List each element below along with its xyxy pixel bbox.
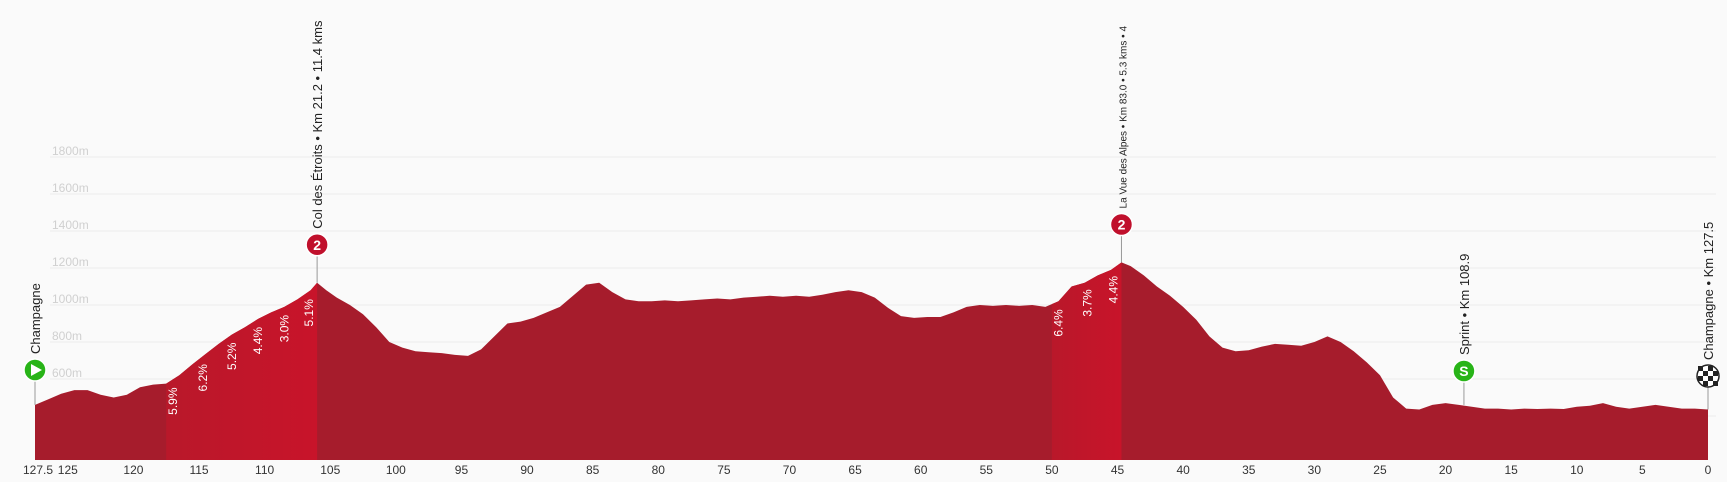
- marker-label: Col des Étroits • Km 21.2 • 11.4 kms: [310, 20, 325, 229]
- x-tick-label: 95: [455, 463, 469, 477]
- x-tick-label: 10: [1570, 463, 1584, 477]
- climb-badge-label: 2: [313, 237, 321, 253]
- y-tick-label: 800m: [52, 329, 82, 343]
- x-tick-label: 100: [386, 463, 406, 477]
- finish-flag-check: [1713, 371, 1718, 376]
- climb-badge: [305, 233, 329, 257]
- gradient-label: 4.4%: [251, 327, 265, 355]
- x-tick-label: 70: [783, 463, 797, 477]
- profile-markers: Champagne 2 Col des Étroits • Km 21.2 • 11…: [23, 20, 1720, 410]
- gradient-label: 5.9%: [166, 387, 180, 415]
- x-tick-label: 40: [1176, 463, 1190, 477]
- play-icon: [31, 364, 42, 376]
- finish-flag-check: [1703, 381, 1708, 386]
- finish-flag-check: [1708, 366, 1713, 371]
- x-tick-label: 55: [980, 463, 994, 477]
- x-tick-label: 25: [1373, 463, 1387, 477]
- marker-label: La Vue des Alpes • Km 83.0 • 5.3 kms • 4: [1119, 26, 1130, 209]
- x-axis-ticks: 127.5 125 120 115 110 105 100 95 90 85 80 75 70 65 60 5…: [23, 463, 1712, 477]
- x-tick-label: 105: [320, 463, 340, 477]
- y-tick-label: 600m: [52, 366, 82, 380]
- gradient-labels: 5.9% 6.2% 5.2% 4.4% 3.0% 5.1% 6.4% 3.7% 4.4%: [166, 276, 1121, 415]
- x-tick-label: 75: [717, 463, 731, 477]
- x-tick-label: 20: [1439, 463, 1453, 477]
- x-tick-label: 15: [1504, 463, 1518, 477]
- marker-label: Champagne: [28, 283, 43, 354]
- gradient-label: 5.2%: [225, 342, 239, 370]
- x-tick-label: 5: [1639, 463, 1646, 477]
- y-tick-label: 1000m: [52, 292, 89, 306]
- y-tick-label: 1800m: [52, 144, 89, 158]
- finish-flag-check: [1698, 376, 1703, 381]
- elevation-profile-area: [35, 262, 1708, 460]
- y-axis-ticks: 400m600m800m1000m1200m1400m1600m1800m: [52, 144, 89, 417]
- x-tick-label: 115: [189, 463, 208, 477]
- climb-badge-label: 2: [1118, 216, 1126, 232]
- finish-flag-check: [1703, 371, 1708, 376]
- gradient-label: 6.2%: [196, 364, 210, 392]
- climb-segment-highlight: [166, 262, 318, 460]
- y-tick-label: 1600m: [52, 181, 89, 195]
- gradient-label: 3.7%: [1080, 289, 1094, 317]
- marker-label: Champagne • Km 127.5: [1701, 222, 1716, 360]
- x-tick-label: 65: [848, 463, 862, 477]
- x-tick-label: 125: [58, 463, 78, 477]
- x-tick-label: 110: [255, 463, 274, 477]
- finish-flag-check: [1698, 366, 1703, 371]
- x-tick-label: 127.5: [23, 463, 53, 477]
- gradient-label: 6.4%: [1052, 309, 1066, 337]
- x-tick-label: 50: [1045, 463, 1059, 477]
- sprint-badge: [1452, 359, 1476, 383]
- x-tick-label: 85: [586, 463, 600, 477]
- x-tick-label: 60: [914, 463, 928, 477]
- x-tick-label: 45: [1111, 463, 1125, 477]
- climb-segment-highlight: [1051, 262, 1122, 460]
- elevation-area: [35, 262, 1708, 460]
- marker-label: Sprint • Km 108.9: [1457, 254, 1472, 355]
- x-tick-label: 30: [1308, 463, 1322, 477]
- y-tick-label: 1200m: [52, 255, 89, 269]
- x-tick-label: 80: [652, 463, 666, 477]
- x-tick-label: 35: [1242, 463, 1256, 477]
- x-tick-label: 120: [123, 463, 143, 477]
- y-tick-label: 1400m: [52, 218, 89, 232]
- finish-flag-check: [1713, 381, 1718, 386]
- x-tick-label: 0: [1705, 463, 1712, 477]
- climb-badge: [1109, 212, 1134, 237]
- sprint-badge-label: S: [1459, 363, 1468, 379]
- finish-flag-check: [1708, 376, 1713, 381]
- x-tick-label: 90: [520, 463, 534, 477]
- gradient-label: 3.0%: [277, 315, 291, 343]
- gradient-label: 4.4%: [1107, 276, 1121, 304]
- gradient-label: 5.1%: [302, 299, 316, 327]
